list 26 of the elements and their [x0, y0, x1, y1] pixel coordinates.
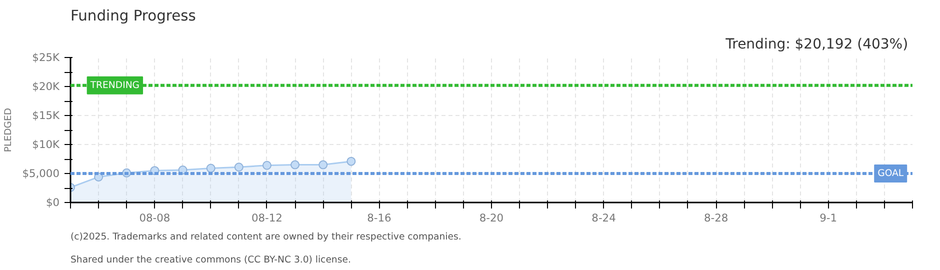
y-tick-label: $0	[46, 196, 60, 209]
y-tick-label: $5,000	[22, 167, 60, 180]
chart-title: Funding Progress	[70, 8, 196, 24]
x-tick-label: 8-24	[592, 212, 616, 224]
point	[206, 164, 216, 173]
x-tick-label: 08-08	[139, 212, 170, 224]
ref-line-label: TRENDING	[89, 80, 140, 91]
y-tick-label: $10K	[32, 138, 61, 151]
text: (c)2025. Trademarks and related content are owned by their respective companies.	[70, 232, 462, 242]
x-tick-label: 9-1	[820, 212, 838, 224]
point	[318, 160, 328, 170]
x-tick-label: 8-16	[367, 212, 392, 224]
x-tick-label: 08-12	[251, 212, 282, 224]
y-axis-title: PLEDGED	[3, 108, 14, 152]
point	[262, 160, 272, 170]
x-tick-label: 8-20	[479, 212, 504, 224]
y-tick-label: $15K	[32, 109, 61, 122]
text: Trending: $20,192 (403%)	[724, 36, 908, 52]
ref-line-label: GOAL	[878, 168, 904, 179]
point	[346, 156, 356, 166]
point	[290, 160, 300, 170]
text: Shared under the creative commons (CC BY-NC 3.0) license.	[70, 254, 351, 266]
point	[234, 162, 244, 172]
x-tick-label: 8-28	[704, 212, 728, 224]
y-tick-label: $20K	[32, 80, 61, 93]
y-tick-label: $25K	[32, 51, 61, 64]
